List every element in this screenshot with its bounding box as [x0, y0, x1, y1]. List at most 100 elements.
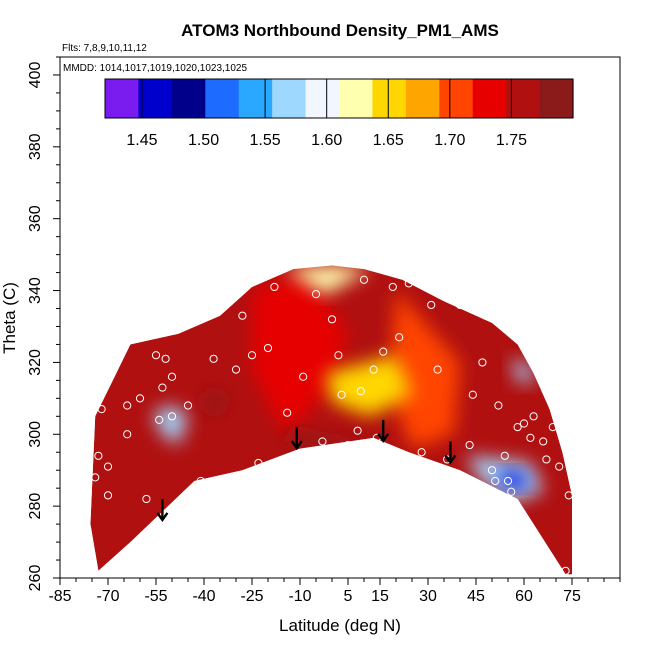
- colorbar: 1.45 1.50 1.55 1.60 1.65 1.70 1.75: [104, 78, 574, 149]
- sample-point: [503, 476, 513, 486]
- flights-annotation: Flts: 7,8,9,10,11,12: [62, 43, 147, 54]
- sample-point: [142, 494, 151, 504]
- y-tick-label: 360: [27, 205, 44, 232]
- sample-point: [519, 419, 529, 428]
- sample-point: [193, 311, 202, 320]
- sample-point: [103, 491, 113, 500]
- x-tick-label: 30: [419, 588, 437, 605]
- flight-arrow: [156, 498, 169, 523]
- sample-point: [167, 372, 177, 381]
- x-tick-label: 75: [563, 588, 581, 605]
- sample-point: [337, 390, 346, 399]
- x-tick-label: 60: [515, 588, 533, 605]
- sample-point: [539, 437, 548, 446]
- y-tick-label: 340: [27, 277, 44, 304]
- sample-point: [526, 433, 535, 442]
- sample-point: [487, 466, 497, 475]
- chart-title: ATOM3 Northbound Density_PM1_AMS: [181, 21, 499, 40]
- sample-point: [491, 476, 500, 486]
- field-region: [284, 265, 371, 295]
- sample-point: [395, 333, 404, 342]
- sample-point: [353, 426, 362, 435]
- colorbar-band: [238, 79, 273, 118]
- sample-point: [135, 394, 145, 403]
- x-axis-title: Latitude (deg N): [279, 616, 401, 635]
- colorbar-band: [372, 79, 407, 118]
- colorbar-tick-label: 1.45: [126, 132, 157, 149]
- colorbar-tick-label: 1.50: [188, 132, 219, 149]
- colorbar-band: [405, 79, 440, 118]
- sample-point: [219, 476, 228, 486]
- sample-point: [404, 279, 413, 288]
- sample-point: [542, 455, 551, 464]
- sample-point: [151, 351, 161, 360]
- sample-point: [311, 290, 321, 299]
- dates-annotation: MMDD: 1014,1017,1019,1020,1023,1025: [63, 63, 247, 74]
- field-region: [389, 290, 460, 449]
- x-tick-label: 45: [467, 588, 485, 605]
- plot-frame: [59, 56, 621, 579]
- y-axis: 260 280 300 320 340 360 380 400: [27, 56, 60, 592]
- sample-point: [334, 351, 343, 360]
- colorbar-tick-label: 1.70: [434, 132, 465, 149]
- sample-point: [299, 372, 308, 381]
- colorbar-band: [305, 79, 340, 118]
- y-tick-label: 280: [27, 493, 44, 520]
- x-tick-label: -55: [144, 588, 167, 605]
- field-region: [511, 358, 534, 384]
- colorbar-band: [205, 79, 240, 118]
- sample-point: [263, 343, 273, 353]
- field-background: [90, 265, 573, 575]
- y-tick-label: 400: [27, 62, 44, 89]
- x-tick-label: -85: [48, 588, 71, 605]
- colorbar-tick-label: 1.65: [373, 132, 404, 149]
- sample-point: [555, 462, 564, 471]
- colorbar-band: [105, 79, 140, 118]
- colorbar-tick-label: 1.55: [250, 132, 281, 149]
- sample-point: [113, 573, 122, 578]
- flight-arrow: [377, 419, 390, 443]
- sample-point: [97, 405, 106, 414]
- density-field: [90, 265, 573, 575]
- flight-arrow: [444, 441, 457, 465]
- sample-point: [513, 422, 522, 432]
- sample-point: [529, 412, 538, 421]
- sample-point: [507, 487, 516, 496]
- x-tick-label: -25: [240, 588, 263, 605]
- x-tick-label: 15: [371, 588, 389, 605]
- flight-arrow: [290, 427, 303, 451]
- sample-point: [478, 358, 487, 367]
- sample-point: [561, 566, 570, 575]
- sample-point: [343, 440, 353, 450]
- sample-point: [427, 300, 436, 310]
- sample-point: [247, 351, 257, 360]
- sample-point: [119, 340, 129, 349]
- colorbar-tick-label: 1.75: [496, 132, 527, 149]
- sample-point: [494, 401, 503, 410]
- sample-point: [155, 415, 164, 425]
- sample-point: [231, 365, 241, 374]
- colorbar-band: [439, 79, 474, 118]
- field-region: [325, 355, 412, 417]
- field-region: [252, 272, 348, 435]
- sample-point: [356, 387, 365, 396]
- colorbar-band: [138, 79, 173, 118]
- colorbar-tick-label: 1.60: [311, 132, 342, 149]
- colorbar-band: [339, 79, 374, 118]
- sample-point: [369, 365, 378, 374]
- sample-point: [468, 390, 477, 399]
- sample-point: [123, 430, 132, 439]
- sample-point: [91, 473, 100, 482]
- colorbar-band: [472, 79, 507, 118]
- field-region: [284, 430, 374, 449]
- colorbar-frame: [104, 78, 574, 119]
- colorbar-band: [272, 79, 307, 118]
- x-axis: -85 -70 -55 -40 -25 -10 5 15 30 45 60 75: [48, 578, 621, 605]
- sample-point: [455, 300, 465, 310]
- sample-point: [433, 365, 442, 374]
- y-axis-title: Theta (C): [0, 282, 19, 354]
- colorbar-band: [539, 79, 574, 118]
- x-tick-label: -40: [192, 588, 215, 605]
- y-tick-label: 260: [27, 565, 44, 592]
